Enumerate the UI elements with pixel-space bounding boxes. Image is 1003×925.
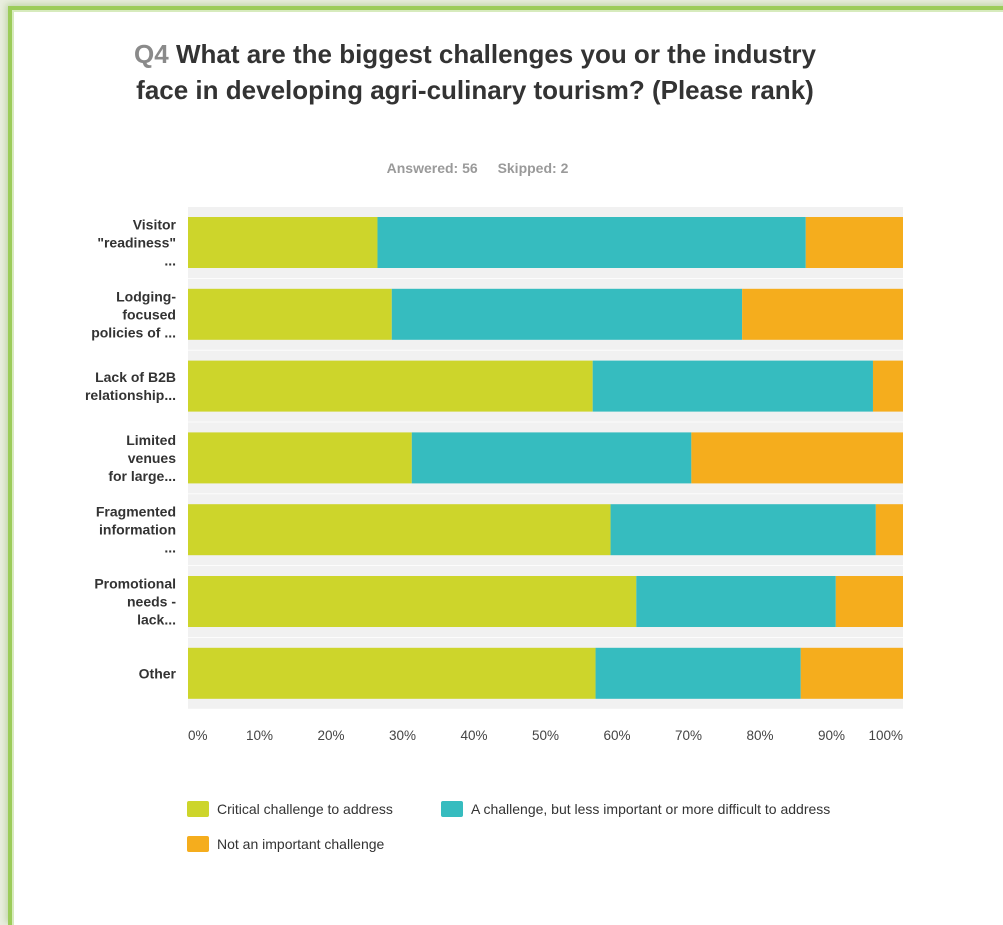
category-label: Promotional bbox=[94, 576, 176, 592]
category-label: Fragmented bbox=[96, 504, 176, 520]
category-label: ... bbox=[164, 253, 176, 269]
legend-label: A challenge, but less important or more … bbox=[471, 801, 830, 817]
bar-segment bbox=[188, 217, 378, 268]
bar-segment bbox=[188, 360, 593, 412]
x-tick-label: 80% bbox=[746, 728, 773, 743]
category-label: lack... bbox=[137, 612, 176, 628]
bar-segment bbox=[805, 217, 903, 268]
bar-segment bbox=[800, 647, 903, 699]
legend: Critical challenge to address A challenge… bbox=[187, 801, 830, 852]
category-label: for large... bbox=[108, 468, 176, 484]
question-text: What are the biggest challenges you or t… bbox=[136, 39, 816, 105]
legend-swatch bbox=[187, 801, 209, 817]
bar-segment bbox=[377, 217, 806, 268]
category-label: focused bbox=[122, 306, 176, 322]
x-tick-label: 50% bbox=[532, 728, 559, 743]
bar-segment bbox=[592, 360, 873, 412]
category-label: relationship... bbox=[85, 387, 176, 403]
bar-segment bbox=[411, 432, 692, 484]
legend-swatch bbox=[441, 801, 463, 817]
category-label: policies of ... bbox=[91, 324, 176, 340]
category-label: Lodging- bbox=[116, 288, 176, 304]
category-label: Lack of B2B bbox=[95, 369, 176, 385]
bars-group bbox=[188, 217, 903, 699]
answered-count: Answered: 56 bbox=[386, 160, 478, 176]
bar-segment bbox=[835, 576, 903, 627]
category-label: ... bbox=[164, 540, 176, 556]
x-axis-ticks: 0% 10% 20% 30% 40% 50% 60% 70% 80% 90% 100% bbox=[188, 728, 903, 743]
category-label: Visitor bbox=[133, 217, 177, 233]
bar-segment bbox=[188, 504, 611, 556]
category-label: Limited bbox=[126, 432, 176, 448]
bar-segment bbox=[391, 288, 743, 340]
legend-label: Not an important challenge bbox=[217, 836, 385, 852]
x-tick-label: 20% bbox=[317, 728, 344, 743]
bar-segment bbox=[188, 288, 392, 340]
x-tick-label: 70% bbox=[675, 728, 702, 743]
bar-segment bbox=[595, 647, 801, 699]
skipped-count: Skipped: 2 bbox=[497, 160, 569, 176]
x-tick-label: 30% bbox=[389, 728, 416, 743]
bar-segment bbox=[875, 504, 903, 556]
x-tick-label: 10% bbox=[246, 728, 273, 743]
x-tick-label: 40% bbox=[460, 728, 487, 743]
bar-segment bbox=[188, 432, 412, 484]
bar-segment bbox=[636, 576, 836, 627]
bar-segment bbox=[188, 647, 596, 699]
x-tick-label: 100% bbox=[868, 728, 903, 743]
category-label: needs - bbox=[127, 594, 176, 610]
legend-label: Critical challenge to address bbox=[217, 801, 393, 817]
bar-segment bbox=[691, 432, 903, 484]
bar-segment bbox=[872, 360, 903, 412]
chart-title: Q4 What are the biggest challenges you o… bbox=[130, 36, 820, 108]
category-label: information bbox=[99, 522, 176, 538]
question-number: Q4 bbox=[134, 39, 169, 69]
bar-segment bbox=[610, 504, 876, 556]
x-tick-label: 60% bbox=[603, 728, 630, 743]
category-labels: Visitor "readiness"... Lodging-focused poli… bbox=[85, 217, 177, 682]
legend-swatch bbox=[187, 836, 209, 852]
response-stats: Answered: 56 Skipped: 2 bbox=[300, 160, 655, 176]
category-label: Other bbox=[139, 665, 177, 681]
bar-segment bbox=[188, 576, 637, 627]
category-label: "readiness" bbox=[97, 235, 176, 251]
category-label: venues bbox=[128, 450, 176, 466]
x-tick-label: 90% bbox=[818, 728, 845, 743]
x-tick-label: 0% bbox=[188, 728, 208, 743]
bar-segment bbox=[742, 288, 903, 340]
